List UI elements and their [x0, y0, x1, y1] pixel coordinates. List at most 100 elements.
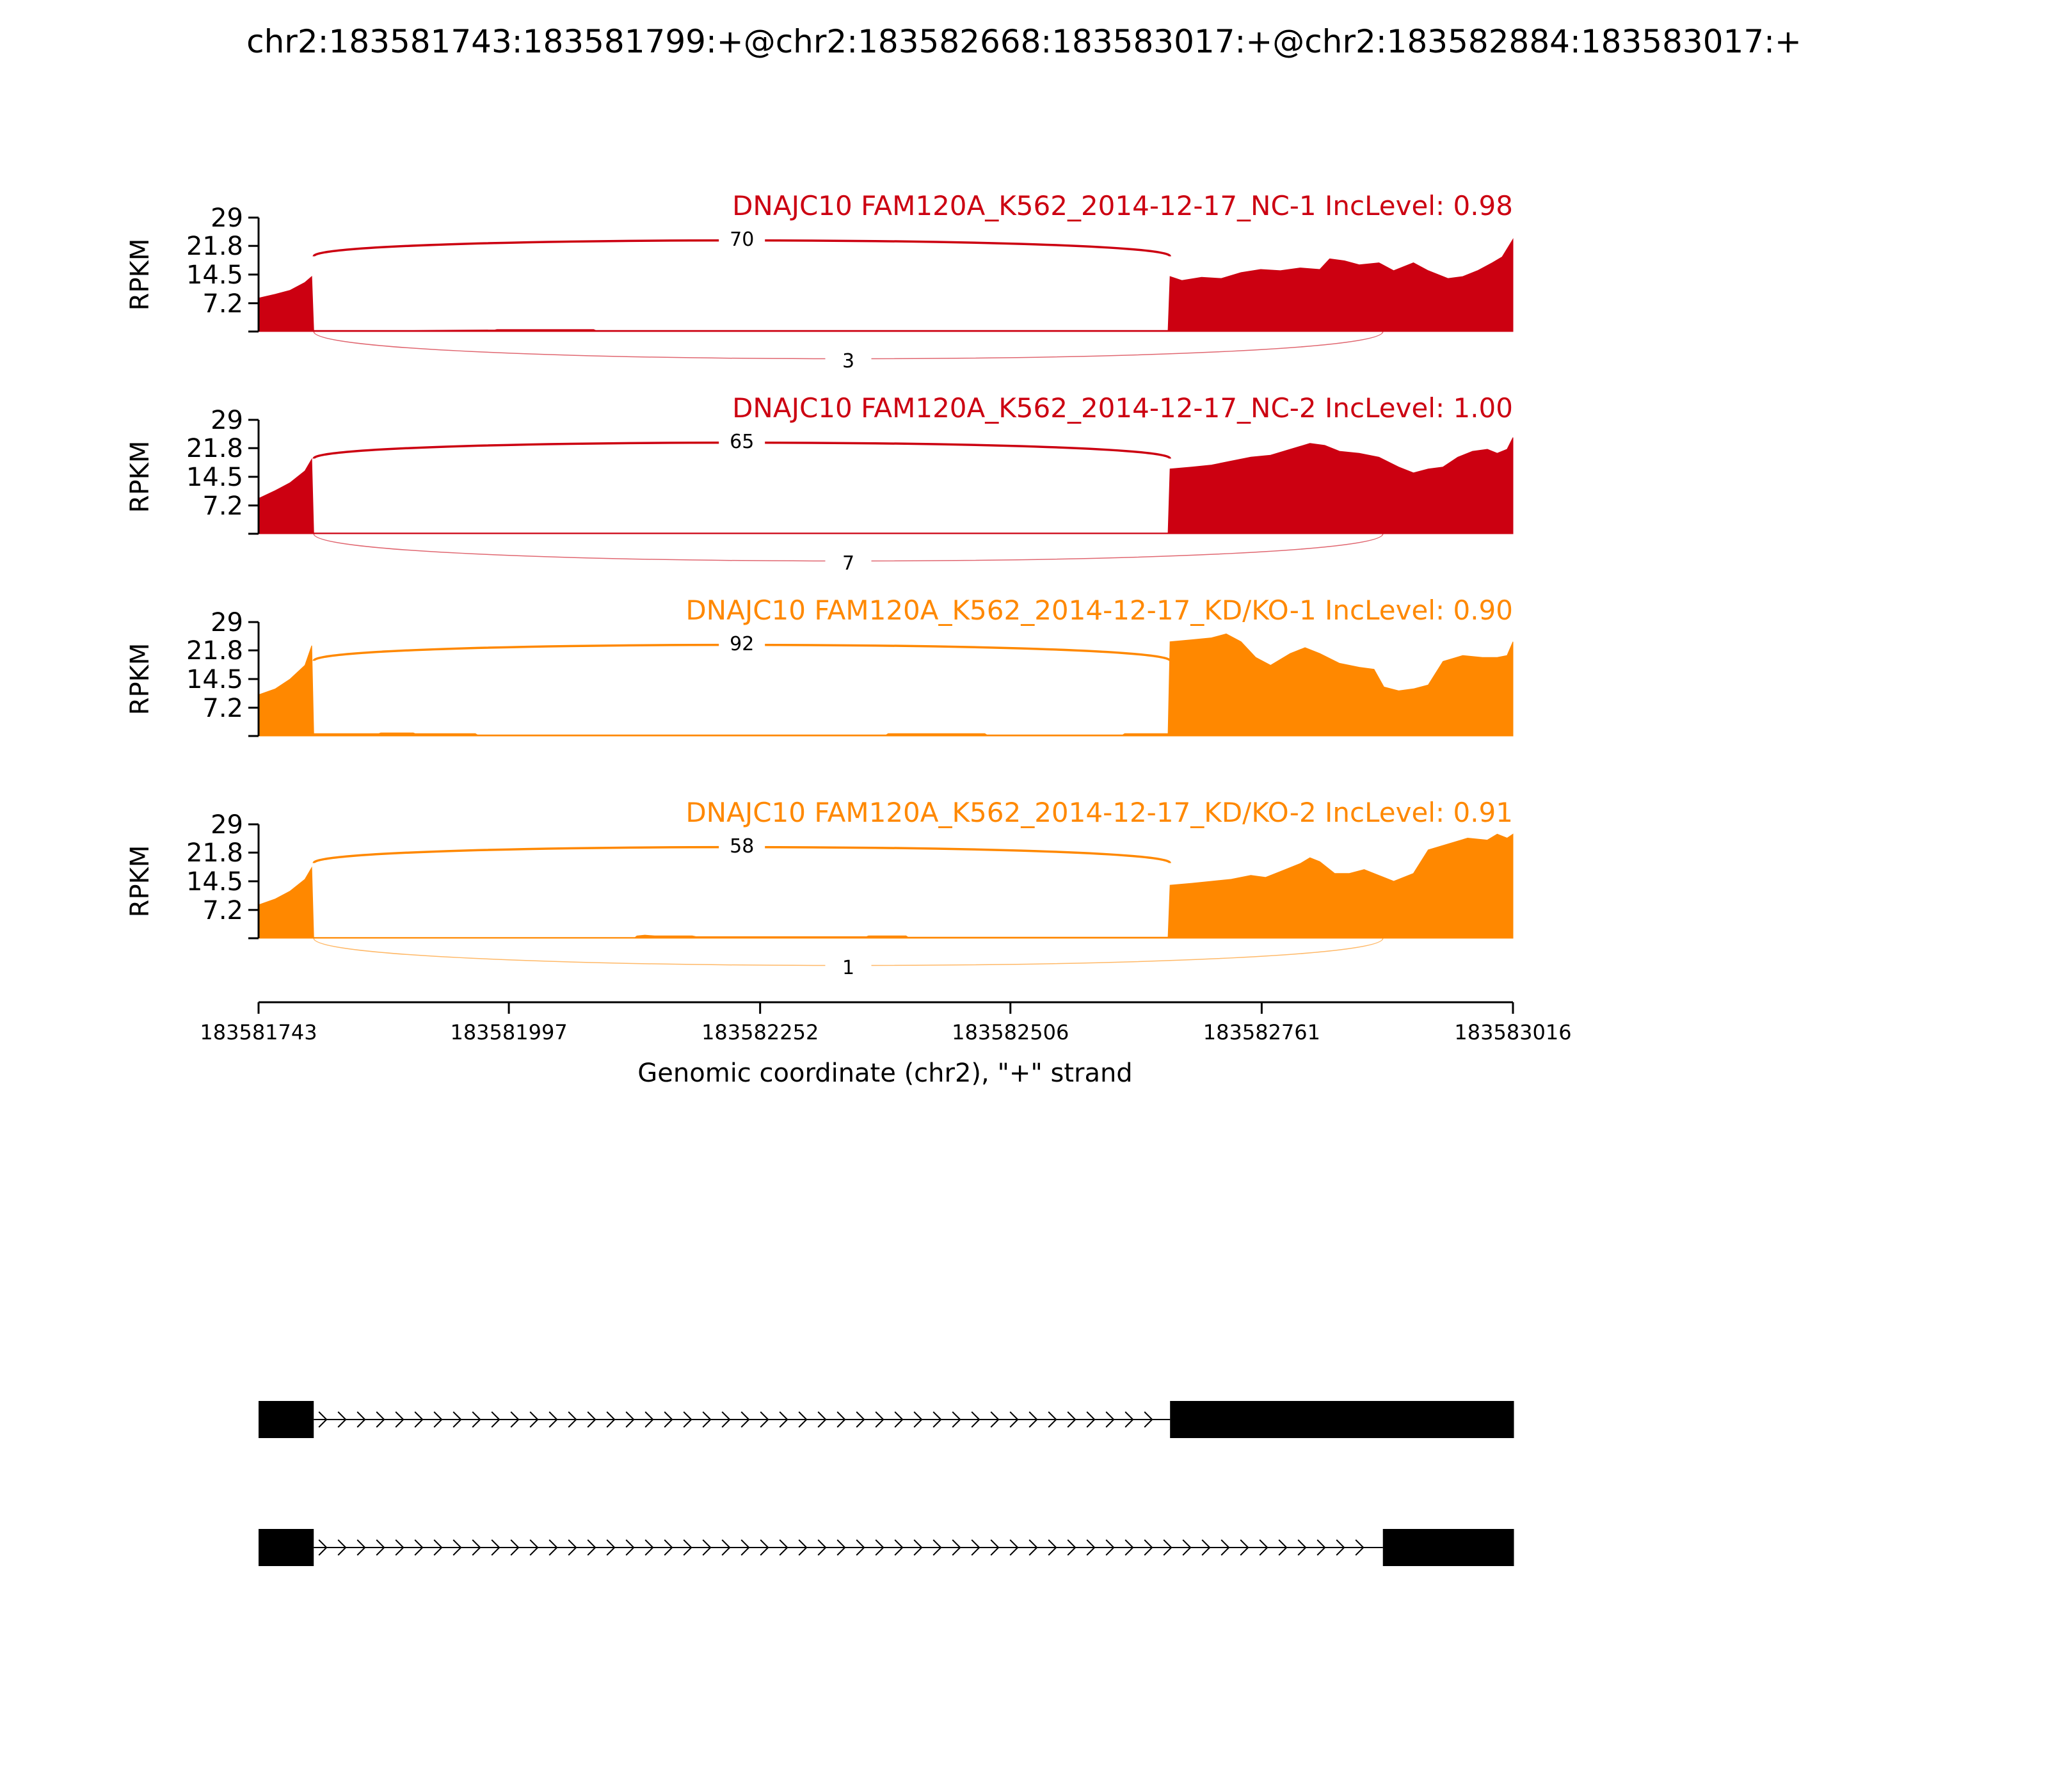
y-tick-label: 7.2 — [202, 492, 243, 521]
strand-arrow — [452, 1539, 462, 1556]
x-axis: 183581743 183581997 183582252 183582506 1835… — [200, 1001, 1572, 1044]
y-tick-label: 14.5 — [186, 665, 243, 694]
strand-arrow — [1105, 1411, 1115, 1428]
strand-arrow — [433, 1539, 443, 1556]
strand-arrow — [894, 1411, 904, 1428]
junction-count-background — [719, 228, 765, 251]
strand-arrow — [856, 1411, 865, 1428]
strand-arrow — [548, 1411, 558, 1428]
strand-arrow — [337, 1539, 347, 1556]
strand-arrow — [913, 1539, 923, 1556]
exon-block — [1170, 1401, 1514, 1438]
strand-arrow — [625, 1411, 635, 1428]
strand-arrow — [779, 1539, 788, 1556]
strand-arrow — [644, 1411, 654, 1428]
y-tick-label: 7.2 — [202, 896, 243, 925]
x-tick-label: 183582252 — [701, 1020, 819, 1044]
strand-arrow — [798, 1411, 808, 1428]
strand-arrow — [702, 1539, 712, 1556]
chart-title: chr2:183581743:183581799:+@chr2:18358266… — [246, 23, 1802, 60]
junction-count-background — [719, 430, 765, 453]
strand-arrow — [472, 1411, 481, 1428]
strand-arrow — [760, 1539, 769, 1556]
strand-arrow — [702, 1411, 712, 1428]
isoform-tracks — [259, 1401, 1514, 1566]
junction-count: 3 — [842, 350, 854, 372]
junction-count-background — [719, 632, 765, 655]
strand-arrow — [664, 1539, 673, 1556]
strand-arrow — [817, 1539, 827, 1556]
strand-arrow — [721, 1411, 731, 1428]
strand-arrow — [1297, 1539, 1307, 1556]
strand-arrow — [1028, 1411, 1038, 1428]
strand-arrow — [491, 1539, 500, 1556]
junction-count: 1 — [842, 957, 854, 979]
sample-label: DNAJC10 FAM120A_K562_2014-12-17_NC-2 Inc… — [732, 392, 1513, 424]
strand-arrow — [587, 1539, 596, 1556]
strand-arrow — [1028, 1539, 1038, 1556]
strand-arrow — [606, 1411, 616, 1428]
y-axis-label: RPKM — [125, 845, 155, 918]
strand-arrow — [395, 1411, 404, 1428]
strand-arrow — [395, 1539, 404, 1556]
strand-arrow — [414, 1411, 424, 1428]
strand-arrow — [779, 1411, 788, 1428]
x-tick-label: 183583016 — [1454, 1020, 1571, 1044]
strand-arrow — [952, 1411, 961, 1428]
junction-count: 7 — [842, 552, 854, 575]
strand-arrow — [356, 1539, 366, 1556]
strand-arrow — [1124, 1411, 1134, 1428]
strand-arrow — [856, 1539, 865, 1556]
y-tick-label: 29 — [211, 810, 243, 840]
strand-arrow — [1105, 1539, 1115, 1556]
strand-arrow — [971, 1411, 980, 1428]
strand-arrow — [1048, 1411, 1057, 1428]
strand-arrow — [1144, 1411, 1153, 1428]
strand-arrow — [760, 1411, 769, 1428]
strand-arrow — [913, 1411, 923, 1428]
strand-arrow — [990, 1539, 1000, 1556]
strand-arrow — [510, 1539, 520, 1556]
strand-arrow — [1067, 1539, 1076, 1556]
strand-arrow — [472, 1539, 481, 1556]
y-tick-label: 21.8 — [186, 232, 243, 261]
strand-arrow — [1278, 1539, 1288, 1556]
y-axis-label: RPKM — [125, 239, 155, 311]
strand-arrow — [664, 1411, 673, 1428]
strand-arrow — [1240, 1539, 1249, 1556]
junction-count: 58 — [730, 835, 754, 858]
strand-arrow — [1355, 1539, 1364, 1556]
strand-arrow — [798, 1539, 808, 1556]
y-tick-label: 29 — [211, 608, 243, 637]
strand-arrow — [491, 1411, 500, 1428]
x-tick-label: 183582506 — [952, 1020, 1069, 1044]
coverage-area — [258, 633, 1514, 737]
sample-label: DNAJC10 FAM120A_K562_2014-12-17_KD/KO-1 … — [685, 595, 1513, 626]
strand-arrow — [568, 1411, 577, 1428]
strand-arrow — [932, 1539, 942, 1556]
strand-arrow — [1124, 1539, 1134, 1556]
x-tick-label: 183581997 — [450, 1020, 567, 1044]
strand-arrow — [990, 1411, 1000, 1428]
strand-arrow — [625, 1539, 635, 1556]
strand-arrow — [1316, 1539, 1326, 1556]
strand-arrow — [356, 1411, 366, 1428]
y-tick-label: 21.8 — [186, 636, 243, 666]
strand-arrow — [1009, 1539, 1019, 1556]
strand-arrow — [1144, 1539, 1153, 1556]
coverage-area — [258, 238, 1514, 332]
strand-arrow — [683, 1411, 692, 1428]
strand-arrow — [1163, 1539, 1172, 1556]
exon-block — [1382, 1529, 1514, 1566]
strand-arrow — [894, 1539, 904, 1556]
strand-arrow — [1220, 1539, 1230, 1556]
exon-block — [259, 1401, 314, 1438]
strand-arrow — [376, 1539, 385, 1556]
strand-arrow — [1067, 1411, 1076, 1428]
strand-arrow — [414, 1539, 424, 1556]
strand-arrow — [337, 1411, 347, 1428]
strand-arrow — [1086, 1539, 1096, 1556]
